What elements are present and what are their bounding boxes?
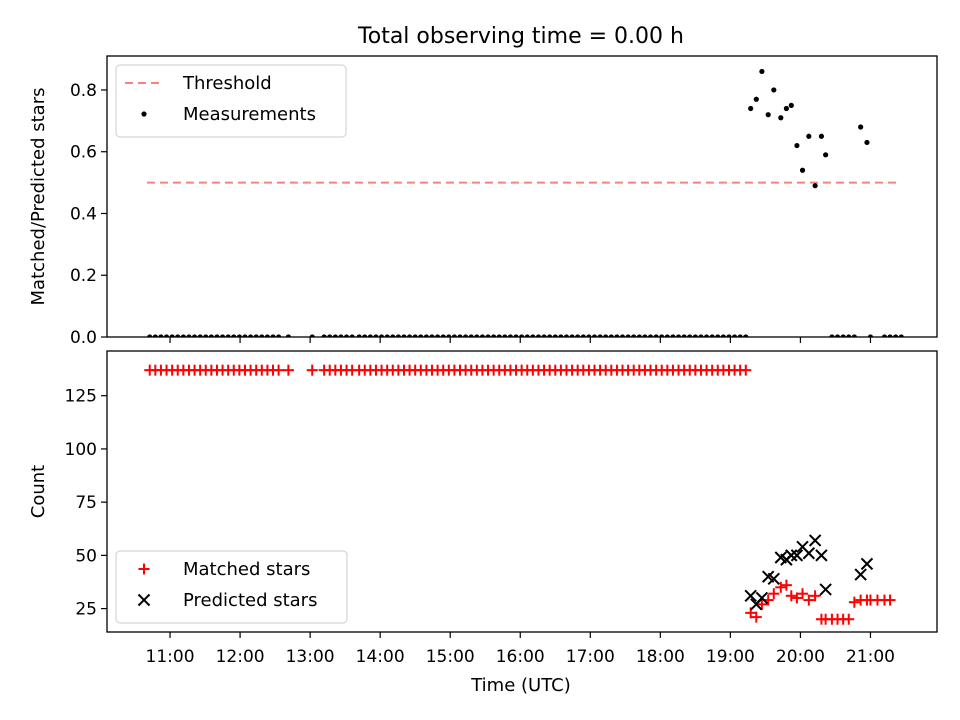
data-point [783, 105, 790, 112]
data-point [854, 568, 867, 581]
y-tick-label: 0.4 [70, 204, 97, 224]
count-panel: 25 50 75 100 125 11:00 12:00 13:00 14:00 15:00 16:… [28, 350, 938, 667]
x-tick-label: 12:00 [216, 647, 265, 667]
data-point [818, 133, 825, 139]
x-tick-label: 11:00 [146, 647, 195, 667]
y-tick-label: 0.6 [70, 143, 97, 163]
x-tick-label: 21:00 [846, 647, 895, 667]
data-point [799, 167, 806, 173]
data-point [765, 112, 771, 118]
data-point [306, 364, 318, 376]
x-tick-label: 15:00 [426, 647, 475, 667]
y-tick-label: 75 [75, 493, 97, 513]
y-axis-label: Count [28, 465, 49, 518]
data-point [794, 142, 800, 149]
data-point [823, 152, 829, 158]
series-matched-stars [144, 364, 896, 625]
legend: Threshold Measurements [115, 64, 347, 138]
x-tick-label: 17:00 [566, 647, 615, 667]
x-tick-label: 20:00 [776, 647, 825, 667]
data-point [843, 613, 855, 625]
data-point [860, 557, 874, 571]
legend-label: Predicted stars [183, 590, 317, 611]
legend-swatch [137, 593, 151, 607]
data-point [756, 598, 768, 610]
y-axis-label: Matched/Predicted stars [28, 88, 49, 306]
axes-frame [106, 350, 938, 633]
data-point [812, 183, 818, 189]
legend-label: Matched stars [183, 559, 310, 580]
data-point [848, 596, 860, 608]
data-point [740, 364, 752, 376]
legend-label: Threshold [182, 73, 272, 94]
plot-area [144, 364, 896, 625]
x-tick-label: 14:00 [356, 647, 405, 667]
data-point [791, 592, 803, 604]
data-point [780, 579, 792, 591]
data-point [884, 594, 896, 606]
series-predicted-stars [744, 534, 874, 611]
y-tick-label: 125 [65, 387, 97, 407]
data-point [785, 590, 797, 602]
data-point [815, 549, 828, 562]
data-point [755, 591, 769, 605]
y-tick-label: 50 [75, 546, 97, 566]
data-point [778, 115, 784, 121]
data-point [788, 102, 794, 109]
data-point [753, 96, 759, 102]
data-point [809, 590, 821, 602]
ratio-panel: 0.0 0.2 0.4 0.6 0.8 Matched/Predicted stars Th… [28, 55, 938, 348]
legend-box [115, 64, 347, 138]
x-tick-label: 19:00 [706, 647, 755, 667]
y-tick-label: 100 [65, 440, 97, 460]
data-point [759, 68, 765, 75]
data-point [858, 124, 864, 130]
data-point [806, 133, 812, 139]
x-tick-label: 16:00 [496, 647, 545, 667]
legend: Matched stars Predicted stars [115, 550, 348, 624]
data-point [768, 588, 780, 600]
y-tick-label: 0.2 [70, 266, 97, 286]
data-point [771, 87, 777, 93]
data-point [864, 139, 870, 146]
x-axis-label: Time (UTC) [470, 675, 571, 696]
data-point [785, 549, 798, 562]
data-point [797, 588, 809, 600]
x-tick-label: 18:00 [636, 647, 685, 667]
data-point [767, 572, 781, 585]
data-point [808, 534, 822, 547]
data-point [744, 589, 757, 603]
legend-swatch [138, 563, 150, 575]
data-point [775, 581, 787, 593]
data-point [750, 611, 762, 623]
axes-frame [106, 55, 938, 338]
y-tick-label: 25 [75, 600, 97, 620]
data-point [273, 364, 285, 376]
data-point [819, 583, 832, 596]
y-tick-label: 0.0 [70, 328, 97, 348]
data-point [790, 549, 804, 562]
x-tick-label: 13:00 [286, 647, 335, 667]
data-point [282, 364, 294, 376]
legend-label: Measurements [183, 104, 316, 125]
data-point [803, 594, 815, 606]
y-tick-label: 0.8 [70, 81, 97, 101]
data-point [748, 105, 754, 112]
data-point [802, 547, 816, 560]
legend-swatch [141, 111, 147, 117]
chart-title: Total observing time = 0.00 h [357, 24, 684, 49]
legend-box [115, 550, 348, 624]
